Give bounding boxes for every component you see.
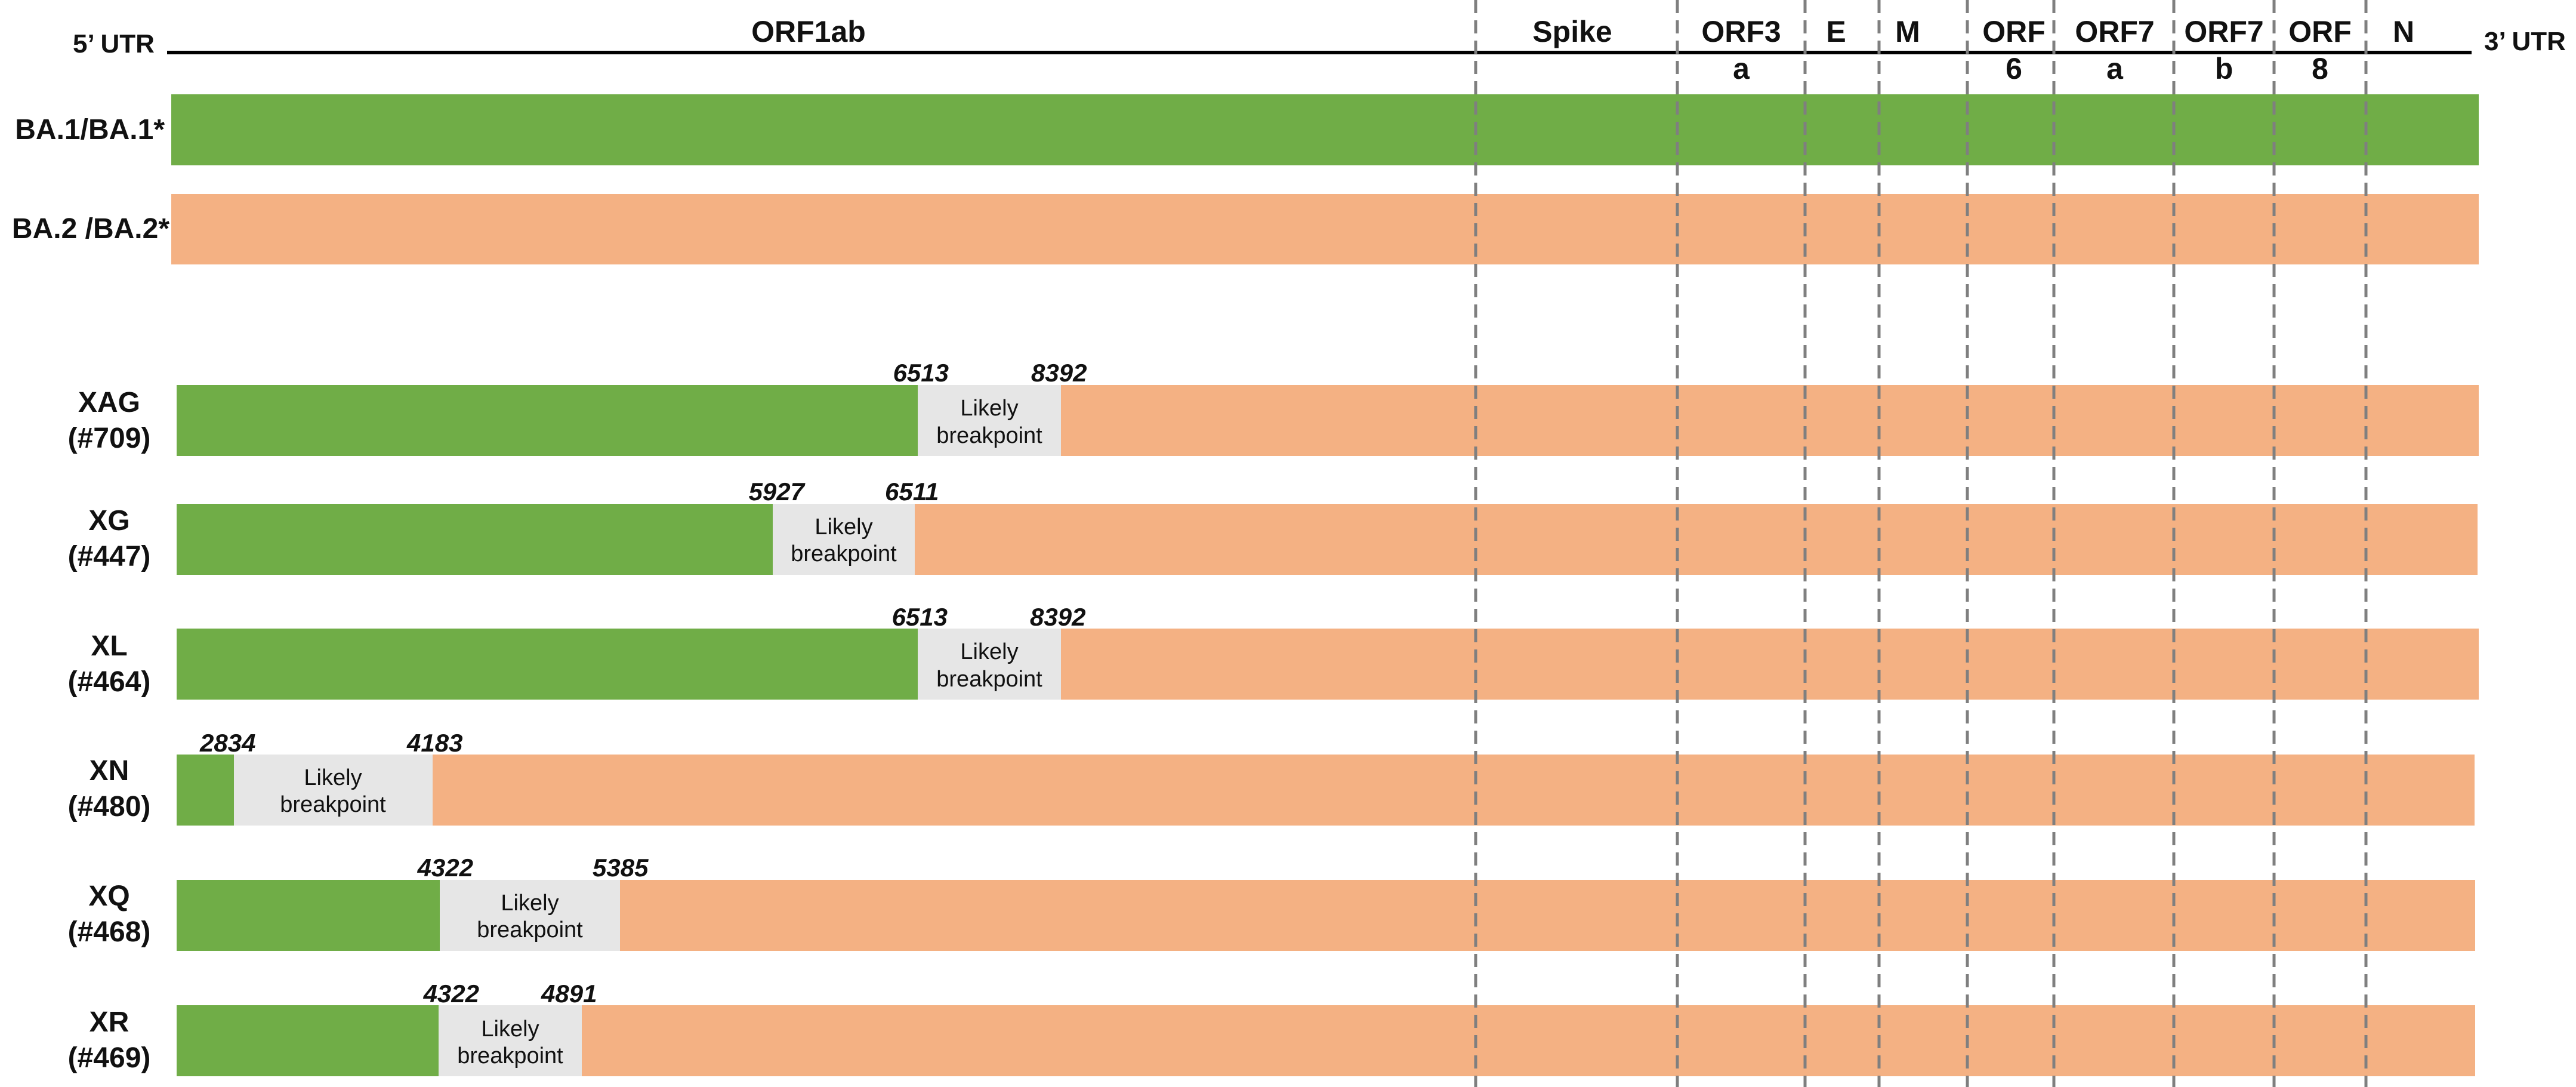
breakpoint-start-position: 6513 — [893, 359, 949, 387]
recombinant-rows: XAG (#709) Likely breakpoint 6513 8392 X… — [68, 359, 2479, 1076]
region-orf6-label-2: 6 — [2006, 52, 2022, 85]
recombinant-name: XR — [90, 1006, 129, 1038]
recombinant-name: XAG — [78, 387, 140, 418]
parent-bars: BA.1/BA.1* BA.2 /BA.2* — [12, 94, 2479, 264]
breakpoint-region — [440, 880, 620, 951]
recombinant-row: XQ (#468) Likely breakpoint 4322 5385 — [68, 854, 2475, 951]
ba1-label: BA.1/BA.1* — [15, 114, 165, 146]
breakpoint-label-line1: Likely — [960, 639, 1018, 664]
breakpoint-label-line2: breakpoint — [936, 667, 1042, 692]
region-orf8-label: ORF — [2288, 15, 2352, 48]
region-m-label: M — [1895, 15, 1920, 48]
recombinant-row: XAG (#709) Likely breakpoint 6513 8392 — [68, 359, 2479, 456]
recombinant-id: (#469) — [68, 1042, 151, 1074]
region-spike-label: Spike — [1532, 15, 1612, 48]
breakpoint-label-line2: breakpoint — [457, 1043, 563, 1068]
utr-5-label: 5’ UTR — [73, 29, 155, 58]
ba1-segment — [177, 385, 918, 456]
region-orf7b-label-2: b — [2215, 52, 2233, 85]
region-orf6-label: ORF — [1982, 15, 2046, 48]
breakpoint-end-position: 8392 — [1031, 359, 1087, 387]
recombinant-row: XR (#469) Likely breakpoint 4322 4891 — [68, 980, 2475, 1076]
breakpoint-start-position: 6513 — [892, 603, 948, 631]
breakpoint-label-line2: breakpoint — [936, 423, 1042, 448]
breakpoint-label-line2: breakpoint — [791, 541, 897, 566]
ba2-bar — [171, 194, 2479, 264]
recombinant-id: (#464) — [68, 666, 151, 698]
region-orf3a-label-2: a — [1733, 52, 1750, 85]
utr-3-label: 3’ UTR — [2484, 27, 2566, 56]
ba1-segment — [177, 755, 234, 826]
recombinant-id: (#709) — [68, 423, 151, 454]
ba2-segment — [433, 755, 2475, 826]
breakpoint-label-line2: breakpoint — [280, 792, 386, 817]
recombinant-name: XQ — [88, 880, 129, 912]
recombinant-name: XL — [91, 630, 127, 662]
region-orf8-label-2: 8 — [2312, 52, 2328, 85]
region-orf7a-label: ORF7 — [2075, 15, 2154, 48]
recombinant-row: XN (#480) Likely breakpoint 2834 4183 — [68, 729, 2475, 826]
recombinant-id: (#468) — [68, 916, 151, 948]
region-e-label: E — [1826, 15, 1846, 48]
breakpoint-label-line1: Likely — [960, 396, 1018, 421]
region-orf7b-label: ORF7 — [2184, 15, 2263, 48]
breakpoint-end-position: 5385 — [593, 854, 649, 882]
recombinant-name: XN — [90, 755, 129, 787]
breakpoint-start-position: 2834 — [199, 729, 255, 757]
breakpoint-start-position: 4322 — [417, 854, 473, 882]
ba2-segment — [1061, 385, 2479, 456]
ba1-segment — [177, 629, 918, 700]
recombinant-row: XL (#464) Likely breakpoint 6513 8392 — [68, 603, 2479, 700]
breakpoint-region — [918, 385, 1061, 456]
ba2-segment — [1061, 629, 2479, 700]
region-n-label: N — [2393, 15, 2414, 48]
recombinant-id: (#447) — [68, 541, 151, 572]
ba2-label: BA.2 /BA.2* — [12, 213, 169, 245]
breakpoint-region — [234, 755, 433, 826]
recombinant-row: XG (#447) Likely breakpoint 5927 6511 — [68, 478, 2478, 575]
ba1-segment — [177, 504, 773, 575]
breakpoint-region — [918, 629, 1061, 700]
recombinant-id: (#480) — [68, 791, 151, 823]
breakpoint-label-line1: Likely — [481, 1017, 539, 1042]
breakpoint-label-line2: breakpoint — [477, 917, 583, 943]
breakpoint-label-line1: Likely — [501, 891, 559, 916]
breakpoint-end-position: 6511 — [885, 478, 939, 506]
breakpoint-end-position: 4891 — [541, 980, 597, 1008]
breakpoint-end-position: 8392 — [1030, 603, 1085, 631]
breakpoint-region — [773, 504, 915, 575]
breakpoint-label-line1: Likely — [304, 765, 362, 790]
recombinant-name: XG — [88, 505, 129, 537]
breakpoint-region — [439, 1005, 582, 1076]
breakpoint-label-line1: Likely — [815, 515, 872, 540]
genome-region-headers: ORF1ab Spike ORF3 a E M ORF 6 ORF7 a ORF… — [751, 15, 2414, 85]
ba2-segment — [582, 1005, 2475, 1076]
region-orf3a-label: ORF3 — [1701, 15, 1781, 48]
ba2-segment — [915, 504, 2478, 575]
region-orf7a-label-2: a — [2106, 52, 2124, 85]
gene-boundary-lines — [1474, 0, 2368, 1087]
ba2-segment — [620, 880, 2475, 951]
breakpoint-start-position: 4322 — [423, 980, 479, 1008]
ba1-segment — [177, 1005, 439, 1076]
breakpoint-end-position: 4183 — [406, 729, 462, 757]
ba1-bar — [171, 94, 2479, 165]
ba1-segment — [177, 880, 440, 951]
region-orf1ab-label: ORF1ab — [751, 15, 866, 48]
breakpoint-start-position: 5927 — [749, 478, 806, 506]
